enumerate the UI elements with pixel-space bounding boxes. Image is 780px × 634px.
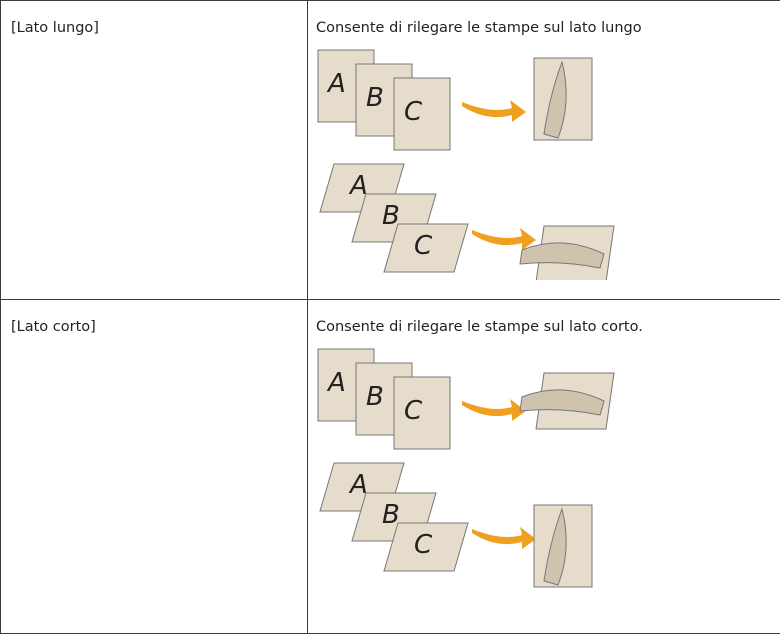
page-letter: B [366, 83, 384, 113]
page-letter: C [404, 396, 423, 426]
arrow [472, 228, 536, 250]
description-cell: Consente di rilegare le stampe sul lato … [308, 1, 780, 300]
page-letter: C [414, 530, 433, 560]
page-letter: B [366, 382, 384, 412]
arrow [462, 399, 526, 421]
page-letter: A [326, 368, 346, 398]
option-label: [Lato lungo] [1, 1, 307, 36]
arrow [462, 100, 526, 122]
table-row: [Lato lungo] Consente di rilegare le sta… [1, 1, 780, 300]
option-label: [Lato corto] [1, 300, 307, 335]
page-letter: A [326, 69, 346, 99]
option-cell: [Lato corto] [1, 300, 308, 634]
arrow [472, 527, 536, 549]
option-cell: [Lato lungo] [1, 1, 308, 300]
table-row: [Lato corto] Consente di rilegare le sta… [1, 300, 780, 634]
description-cell: Consente di rilegare le stampe sul lato … [308, 300, 780, 634]
page-letter: C [404, 97, 423, 127]
description: Consente di rilegare le stampe sul lato … [308, 1, 780, 36]
description: Consente di rilegare le stampe sul lato … [308, 300, 780, 335]
page-letter: C [414, 231, 433, 261]
